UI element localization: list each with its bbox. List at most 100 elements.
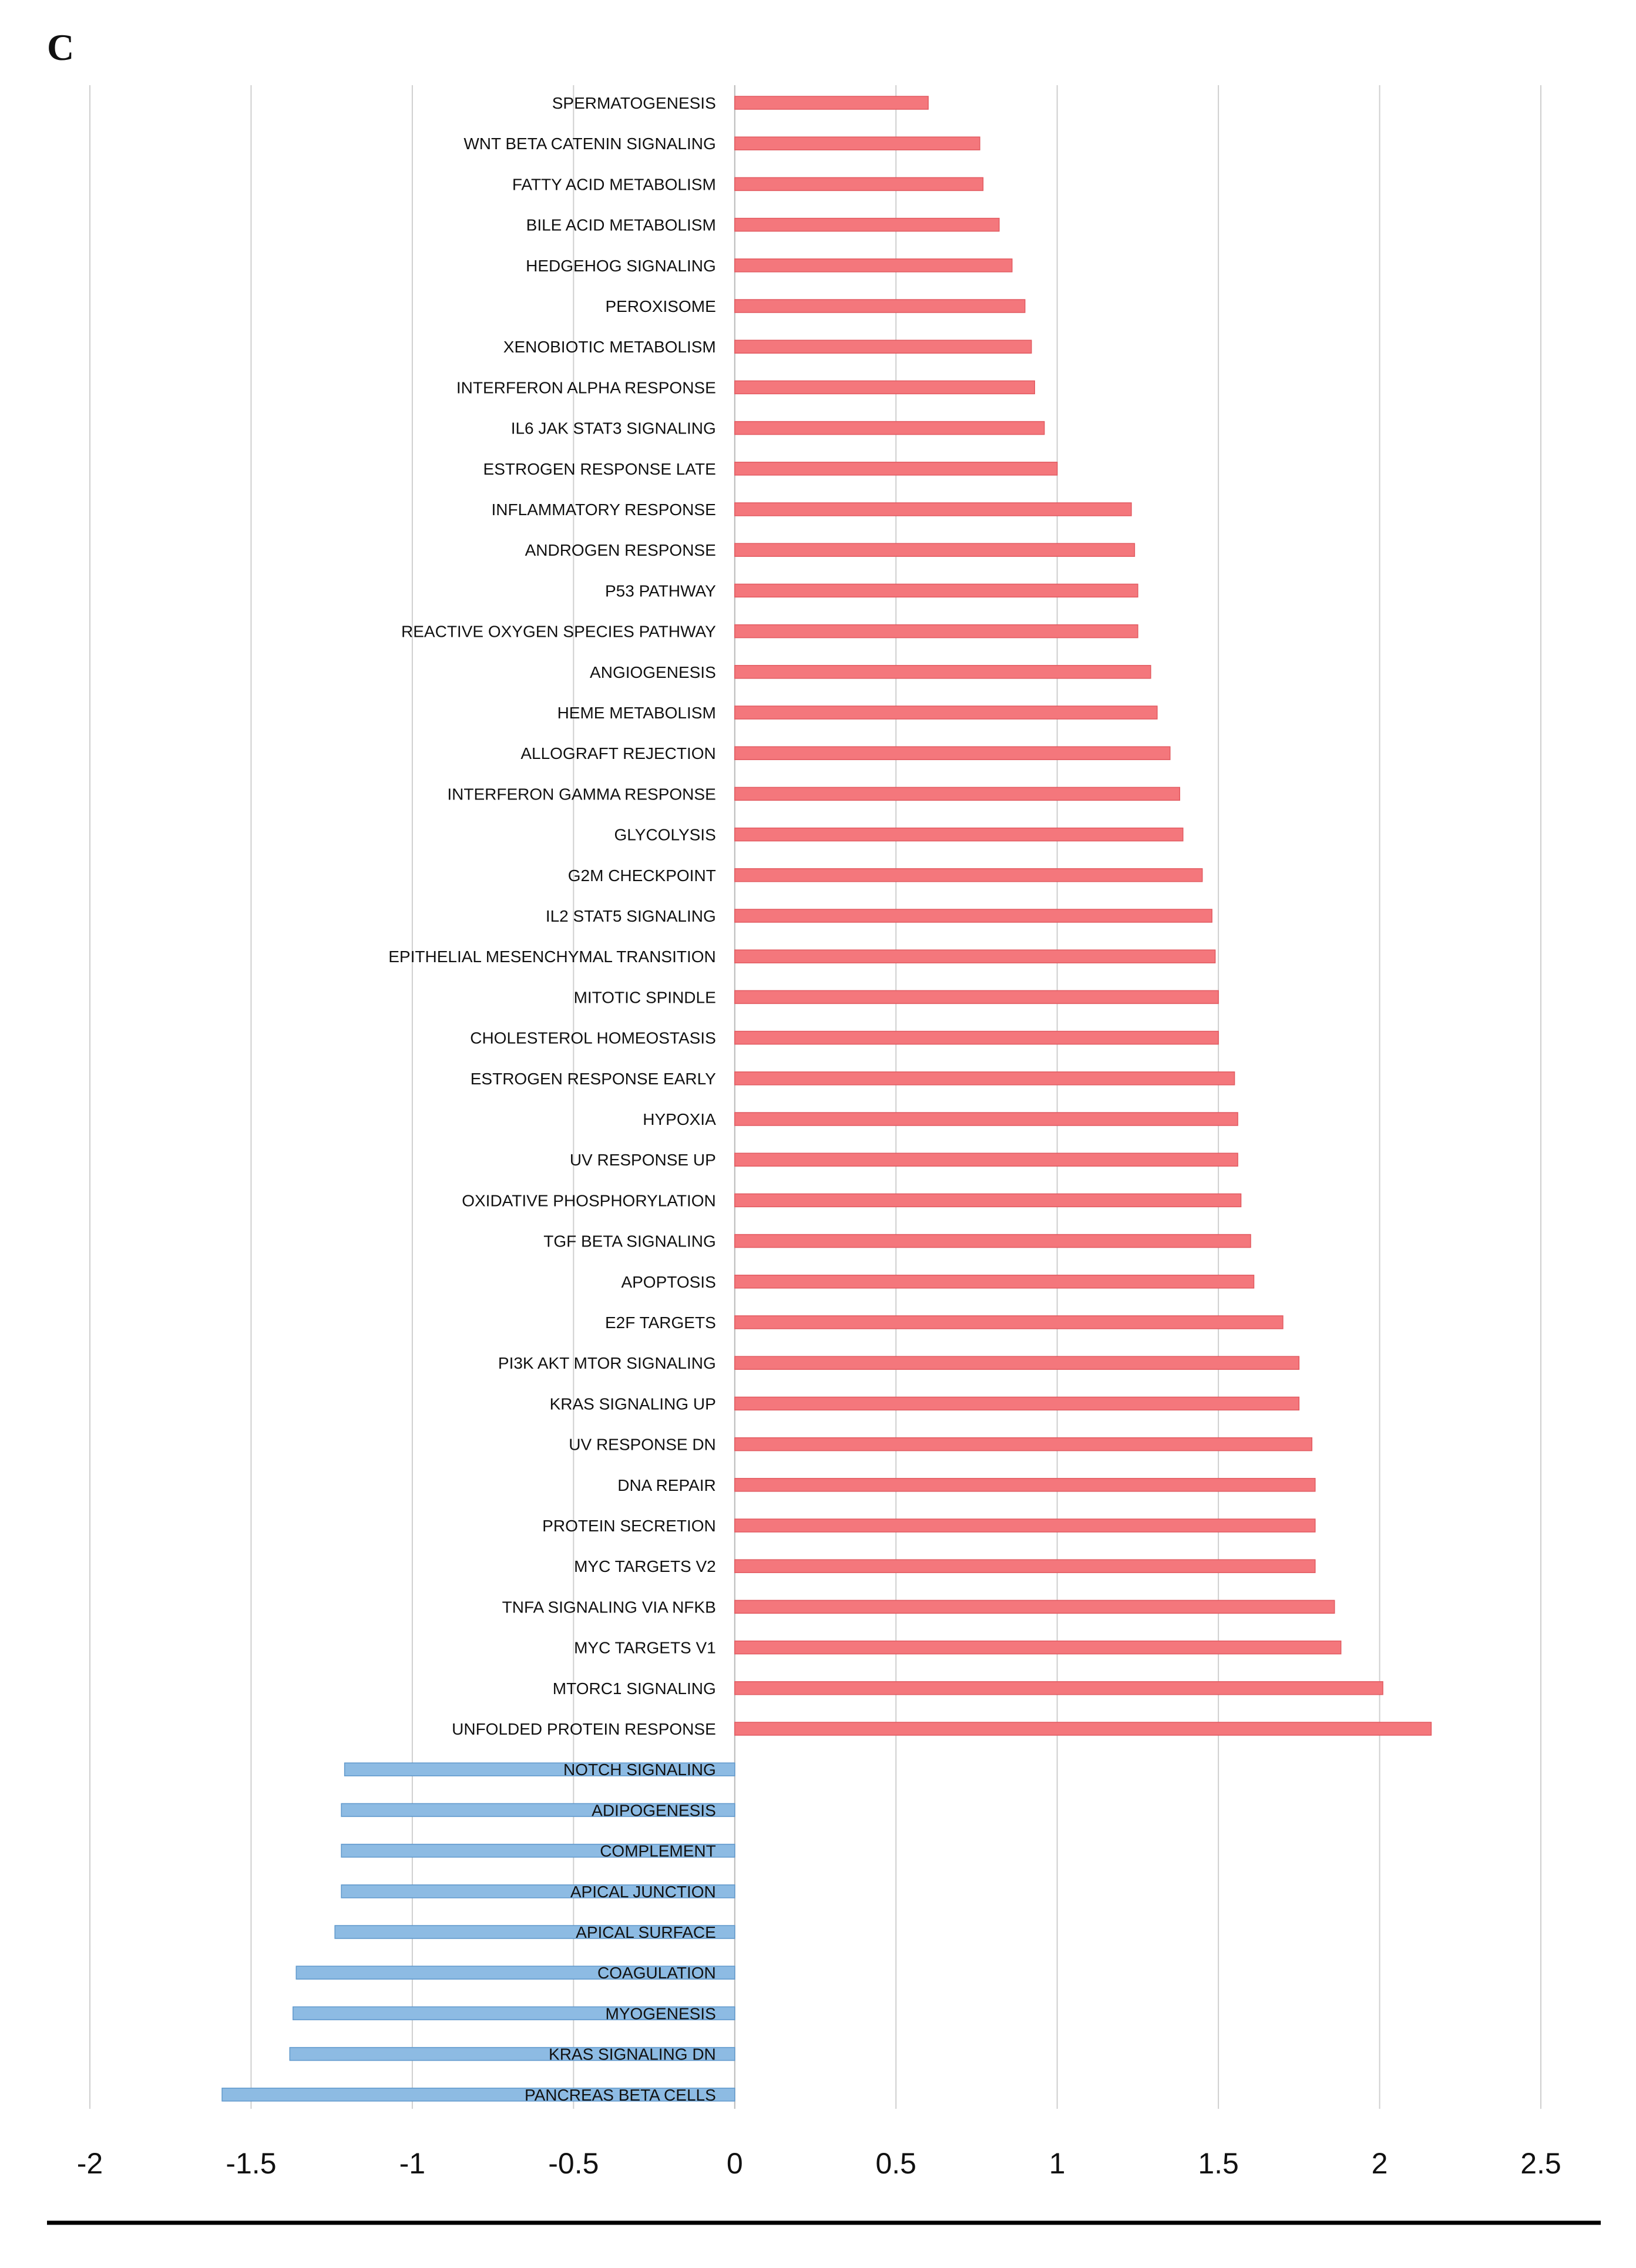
label-glycolysis: GLYCOLYSIS (614, 826, 716, 844)
bar-mitotic-spindle (734, 990, 1219, 1004)
bar-xenobiotic-metabolism (734, 340, 1032, 354)
label-apical-junction: APICAL JUNCTION (570, 1883, 716, 1901)
label-notch-signaling: NOTCH SIGNALING (563, 1760, 716, 1779)
bar-p53-pathway (734, 583, 1138, 598)
x-axis-tick-labels: -2 -1.5 -1 -0.5 0 0.5 1 1.5 2 2.5 (77, 2147, 1561, 2180)
bar-notch-signaling (344, 1762, 735, 1776)
bar-mtorc1-signaling (734, 1681, 1383, 1695)
label-epithelial-mesenchymal-transition: EPITHELIAL MESENCHYMAL TRANSITION (388, 947, 716, 966)
x-tick-2.5: 2.5 (1520, 2147, 1561, 2180)
bar-androgen-response (734, 543, 1136, 557)
label-mtorc1-signaling: MTORC1 SIGNALING (553, 1679, 716, 1698)
bar-interferon-alpha-response (734, 380, 1035, 395)
label-estrogen-response-late: ESTROGEN RESPONSE LATE (483, 460, 716, 478)
bar-kras-signaling-dn (289, 2047, 735, 2061)
bar-interferon-gamma-response (734, 787, 1180, 801)
category-labels: SPERMATOGENESIS WNT BETA CATENIN SIGNALIN… (388, 94, 716, 2104)
label-tgf-beta-signaling: TGF BETA SIGNALING (543, 1232, 716, 1251)
bar-g2m-checkpoint (734, 868, 1203, 882)
bar-complement (341, 1843, 735, 1858)
label-myogenesis: MYOGENESIS (606, 2004, 716, 2022)
label-oxidative-phosphorylation: OXIDATIVE PHOSPHORYLATION (462, 1191, 716, 1209)
bar-tgf-beta-signaling (734, 1234, 1251, 1248)
bar-spermatogenesis (734, 96, 929, 110)
bar-hypoxia (734, 1112, 1238, 1126)
bar-allograft-rejection (734, 746, 1171, 760)
bar-il2-stat5-signaling (734, 909, 1212, 923)
bar-series (221, 96, 1432, 2102)
label-wnt-beta-catenin-signaling: WNT BETA CATENIN SIGNALING (463, 135, 715, 153)
bar-peroxisome (734, 299, 1026, 313)
label-uv-response-dn: UV RESPONSE DN (569, 1436, 716, 1454)
x-tick--1.5: -1.5 (226, 2147, 276, 2180)
bar-unfolded-protein-response (734, 1722, 1432, 1736)
bar-hedgehog-signaling (734, 258, 1013, 273)
label-protein-secretion: PROTEIN SECRETION (542, 1517, 716, 1535)
label-spermatogenesis: SPERMATOGENESIS (552, 94, 716, 112)
label-angiogenesis: ANGIOGENESIS (590, 663, 716, 681)
bar-oxidative-phosphorylation (734, 1193, 1242, 1208)
bar-tnfa-signaling-via-nfkb (734, 1600, 1335, 1614)
bar-e2f-targets (734, 1315, 1284, 1329)
label-apoptosis: APOPTOSIS (621, 1273, 715, 1291)
bar-uv-response-up (734, 1153, 1238, 1167)
label-allograft-rejection: ALLOGRAFT REJECTION (520, 744, 715, 762)
bar-pi3k-akt-mtor-signaling (734, 1356, 1300, 1370)
label-inflammatory-response: INFLAMMATORY RESPONSE (492, 500, 716, 519)
bar-myc-targets-v2 (734, 1559, 1316, 1573)
bar-il6-jak-stat3-signaling (734, 421, 1045, 435)
bar-adipogenesis (341, 1803, 735, 1817)
label-coagulation: COAGULATION (597, 1964, 716, 1982)
label-tnfa-signaling-via-nfkb: TNFA SIGNALING VIA NFKB (502, 1598, 716, 1616)
bar-protein-secretion (734, 1518, 1316, 1533)
label-myc-targets-v1: MYC TARGETS V1 (574, 1639, 716, 1657)
bar-myc-targets-v1 (734, 1640, 1342, 1655)
bar-estrogen-response-late (734, 462, 1058, 476)
x-tick--0.5: -0.5 (548, 2147, 599, 2180)
label-g2m-checkpoint: G2M CHECKPOINT (568, 866, 716, 885)
bar-heme-metabolism (734, 705, 1158, 720)
label-p53-pathway: P53 PATHWAY (605, 582, 716, 600)
label-cholesterol-homeostasis: CHOLESTEROL HOMEOSTASIS (470, 1029, 716, 1047)
x-tick-0.5: 0.5 (875, 2147, 916, 2180)
label-hypoxia: HYPOXIA (643, 1110, 716, 1128)
label-interferon-alpha-response: INTERFERON ALPHA RESPONSE (456, 378, 716, 397)
label-hedgehog-signaling: HEDGEHOG SIGNALING (526, 257, 716, 275)
bar-kras-signaling-up (734, 1396, 1300, 1411)
bar-dna-repair (734, 1478, 1316, 1492)
label-kras-signaling-up: KRAS SIGNALING UP (550, 1395, 716, 1413)
label-adipogenesis: ADIPOGENESIS (592, 1801, 716, 1819)
label-il6-jak-stat3-signaling: IL6 JAK STAT3 SIGNALING (511, 419, 716, 438)
label-bile-acid-metabolism: BILE ACID METABOLISM (526, 216, 716, 234)
bar-cholesterol-homeostasis (734, 1030, 1219, 1045)
label-heme-metabolism: HEME METABOLISM (557, 704, 716, 722)
x-tick--1: -1 (399, 2147, 425, 2180)
label-mitotic-spindle: MITOTIC SPINDLE (574, 988, 716, 1006)
bar-fatty-acid-metabolism (734, 177, 984, 191)
bar-estrogen-response-early (734, 1071, 1235, 1086)
bar-apoptosis (734, 1275, 1255, 1289)
x-tick--2: -2 (77, 2147, 103, 2180)
x-tick-1: 1 (1049, 2147, 1066, 2180)
label-complement: COMPLEMENT (600, 1842, 716, 1860)
label-apical-surface: APICAL SURFACE (576, 1923, 716, 1941)
label-androgen-response: ANDROGEN RESPONSE (525, 541, 716, 559)
bar-angiogenesis (734, 665, 1151, 679)
label-xenobiotic-metabolism: XENOBIOTIC METABOLISM (503, 338, 716, 356)
bar-inflammatory-response (734, 502, 1132, 516)
label-myc-targets-v2: MYC TARGETS V2 (574, 1557, 716, 1575)
label-reactive-oxygen-species-pathway: REACTIVE OXYGEN SPECIES PATHWAY (401, 623, 716, 641)
bar-myogenesis (293, 2006, 735, 2021)
label-estrogen-response-early: ESTROGEN RESPONSE EARLY (471, 1070, 716, 1088)
label-unfolded-protein-response: UNFOLDED PROTEIN RESPONSE (452, 1720, 716, 1738)
label-fatty-acid-metabolism: FATTY ACID METABOLISM (512, 175, 716, 193)
bar-pancreas-beta-cells (221, 2088, 735, 2102)
bar-apical-junction (341, 1884, 735, 1899)
bar-glycolysis (734, 827, 1184, 842)
label-pancreas-beta-cells: PANCREAS BETA CELLS (525, 2086, 716, 2104)
label-kras-signaling-dn: KRAS SIGNALING DN (549, 2045, 716, 2064)
bar-bile-acid-metabolism (734, 217, 1000, 232)
label-il2-stat5-signaling: IL2 STAT5 SIGNALING (546, 907, 716, 925)
bar-reactive-oxygen-species-pathway (734, 624, 1138, 639)
